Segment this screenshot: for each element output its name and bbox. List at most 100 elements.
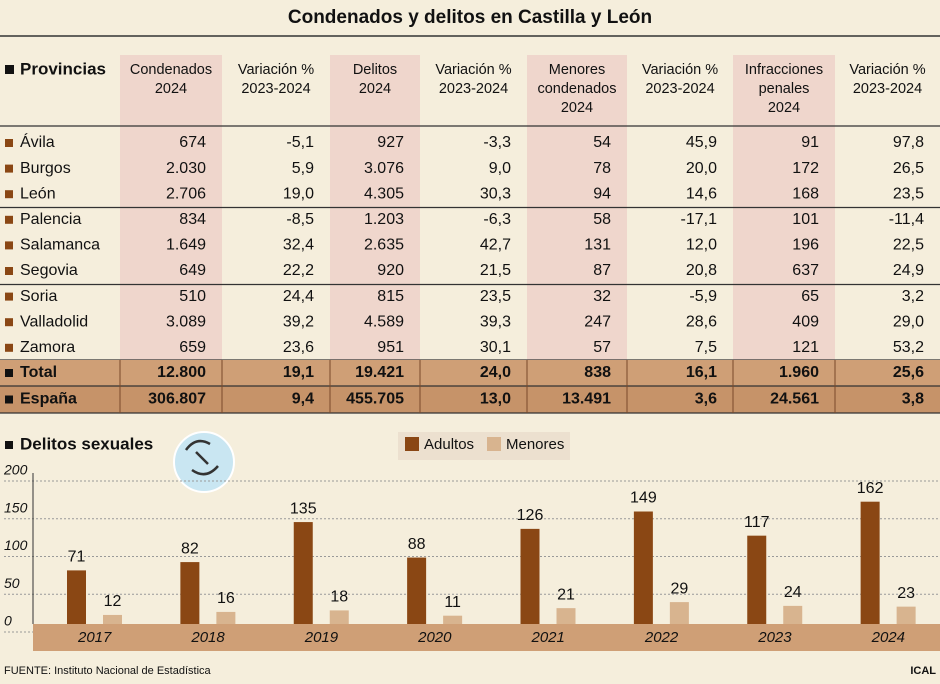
bar <box>747 535 767 624</box>
cell-value: 42,7 <box>480 237 511 254</box>
cell-value: 815 <box>377 288 404 305</box>
row-label: León <box>20 185 56 202</box>
column-header: 2023-2024 <box>853 81 922 97</box>
column-header: Variación % <box>642 62 718 78</box>
bar-value-label: 11 <box>444 594 461 611</box>
chart-bullet <box>5 441 13 449</box>
cell-value: 24,9 <box>893 262 924 279</box>
bar-value-label: 117 <box>744 514 770 531</box>
bar-value-label: 21 <box>557 586 575 603</box>
cell-value: 39,2 <box>283 313 314 330</box>
bar <box>896 606 916 624</box>
total-band <box>0 360 940 386</box>
column-header: 2023-2024 <box>439 81 508 97</box>
cell-value: -5,1 <box>286 134 314 151</box>
chart-title: Delitos sexuales <box>20 434 153 453</box>
bar-value-label: 71 <box>68 549 86 566</box>
cell-value: 65 <box>801 288 819 305</box>
bar-value-label: 126 <box>517 507 544 524</box>
cell-value: -11,4 <box>889 211 924 228</box>
cell-value: -6,3 <box>483 211 511 228</box>
cell-value: 649 <box>179 262 206 279</box>
spain-band <box>0 386 940 413</box>
cell-value: 637 <box>792 262 819 279</box>
bar <box>520 528 540 624</box>
column-header: Condenados <box>130 62 212 78</box>
column-header: Delitos <box>353 62 397 78</box>
column-header: 2023-2024 <box>645 81 714 97</box>
cell-value: 57 <box>593 339 611 356</box>
cell-value: 19,0 <box>283 185 314 202</box>
row-bullet <box>5 139 13 147</box>
cell-value: 21,5 <box>480 262 511 279</box>
cell-value: 23,5 <box>893 185 924 202</box>
bar <box>329 610 349 624</box>
cell-value: 20,8 <box>686 262 717 279</box>
bar <box>103 614 122 624</box>
cell-value: 54 <box>593 134 611 151</box>
cell-value: 121 <box>792 339 819 356</box>
cell-value: 19.421 <box>355 364 404 381</box>
cell-value: 28,6 <box>686 313 717 330</box>
row-bullet <box>5 318 13 327</box>
credit: ICAL <box>910 665 936 677</box>
y-tick-label: 0 <box>4 613 12 629</box>
cell-value: 97,8 <box>893 134 924 151</box>
header-bullet <box>5 65 14 74</box>
y-tick-label: 200 <box>3 462 28 478</box>
cell-value: 1.960 <box>779 364 819 381</box>
cell-value: 3,8 <box>902 391 924 408</box>
x-tick-label: 2021 <box>531 629 565 646</box>
cell-value: 838 <box>584 364 611 381</box>
cell-value: 101 <box>792 211 819 228</box>
row-bullet <box>5 190 13 199</box>
row-bullet <box>5 267 13 275</box>
handcuffs-icon-lines <box>184 439 219 476</box>
cell-value: 306.807 <box>148 391 206 408</box>
row-label: Valladolid <box>20 313 88 330</box>
cell-value: 12,0 <box>686 237 717 254</box>
cell-value: 29,0 <box>893 313 924 330</box>
column-header: 2024 <box>359 81 391 97</box>
column-header: Menores <box>549 62 605 78</box>
bar <box>669 602 689 624</box>
cell-value: 5,9 <box>292 160 314 177</box>
column-header: Variación % <box>238 62 314 78</box>
cell-value: 12.800 <box>157 364 206 381</box>
column-header: condenados <box>537 81 616 97</box>
bar-value-label: 24 <box>784 584 802 601</box>
bar-value-label: 82 <box>181 540 199 557</box>
column-header: Infracciones <box>745 62 823 78</box>
cell-value: 13.491 <box>562 391 611 408</box>
cell-value: 951 <box>377 339 404 356</box>
cell-value: 3,6 <box>695 391 717 408</box>
bar <box>633 511 653 624</box>
cell-value: 4.305 <box>364 185 404 202</box>
cell-value: 2.030 <box>166 160 206 177</box>
cell-value: 24.561 <box>770 391 819 408</box>
cell-value: 78 <box>593 160 611 177</box>
row-label: Segovia <box>20 262 78 279</box>
cell-value: 24,0 <box>480 364 511 381</box>
x-tick-label: 2017 <box>77 629 112 646</box>
header-label: Provincias <box>20 59 106 78</box>
row-bullet <box>5 292 13 301</box>
row-label: Zamora <box>20 339 75 356</box>
cell-value: 9,0 <box>489 160 511 177</box>
row-label: Ávila <box>20 132 55 151</box>
cell-value: 172 <box>792 160 819 177</box>
y-tick-label: 50 <box>4 575 20 591</box>
bar-value-label: 29 <box>670 580 688 597</box>
bar-value-label: 16 <box>217 590 235 607</box>
bar <box>407 557 427 624</box>
x-tick-label: 2019 <box>304 629 339 646</box>
cell-value: 131 <box>584 237 611 254</box>
cell-value: -17,1 <box>681 211 718 228</box>
cell-value: 1.203 <box>364 211 404 228</box>
bar <box>783 605 803 624</box>
bar <box>293 522 313 624</box>
cell-value: 2.635 <box>364 237 404 254</box>
cell-value: 94 <box>593 185 611 202</box>
row-label: Soria <box>20 288 57 305</box>
cell-value: 455.705 <box>346 391 404 408</box>
